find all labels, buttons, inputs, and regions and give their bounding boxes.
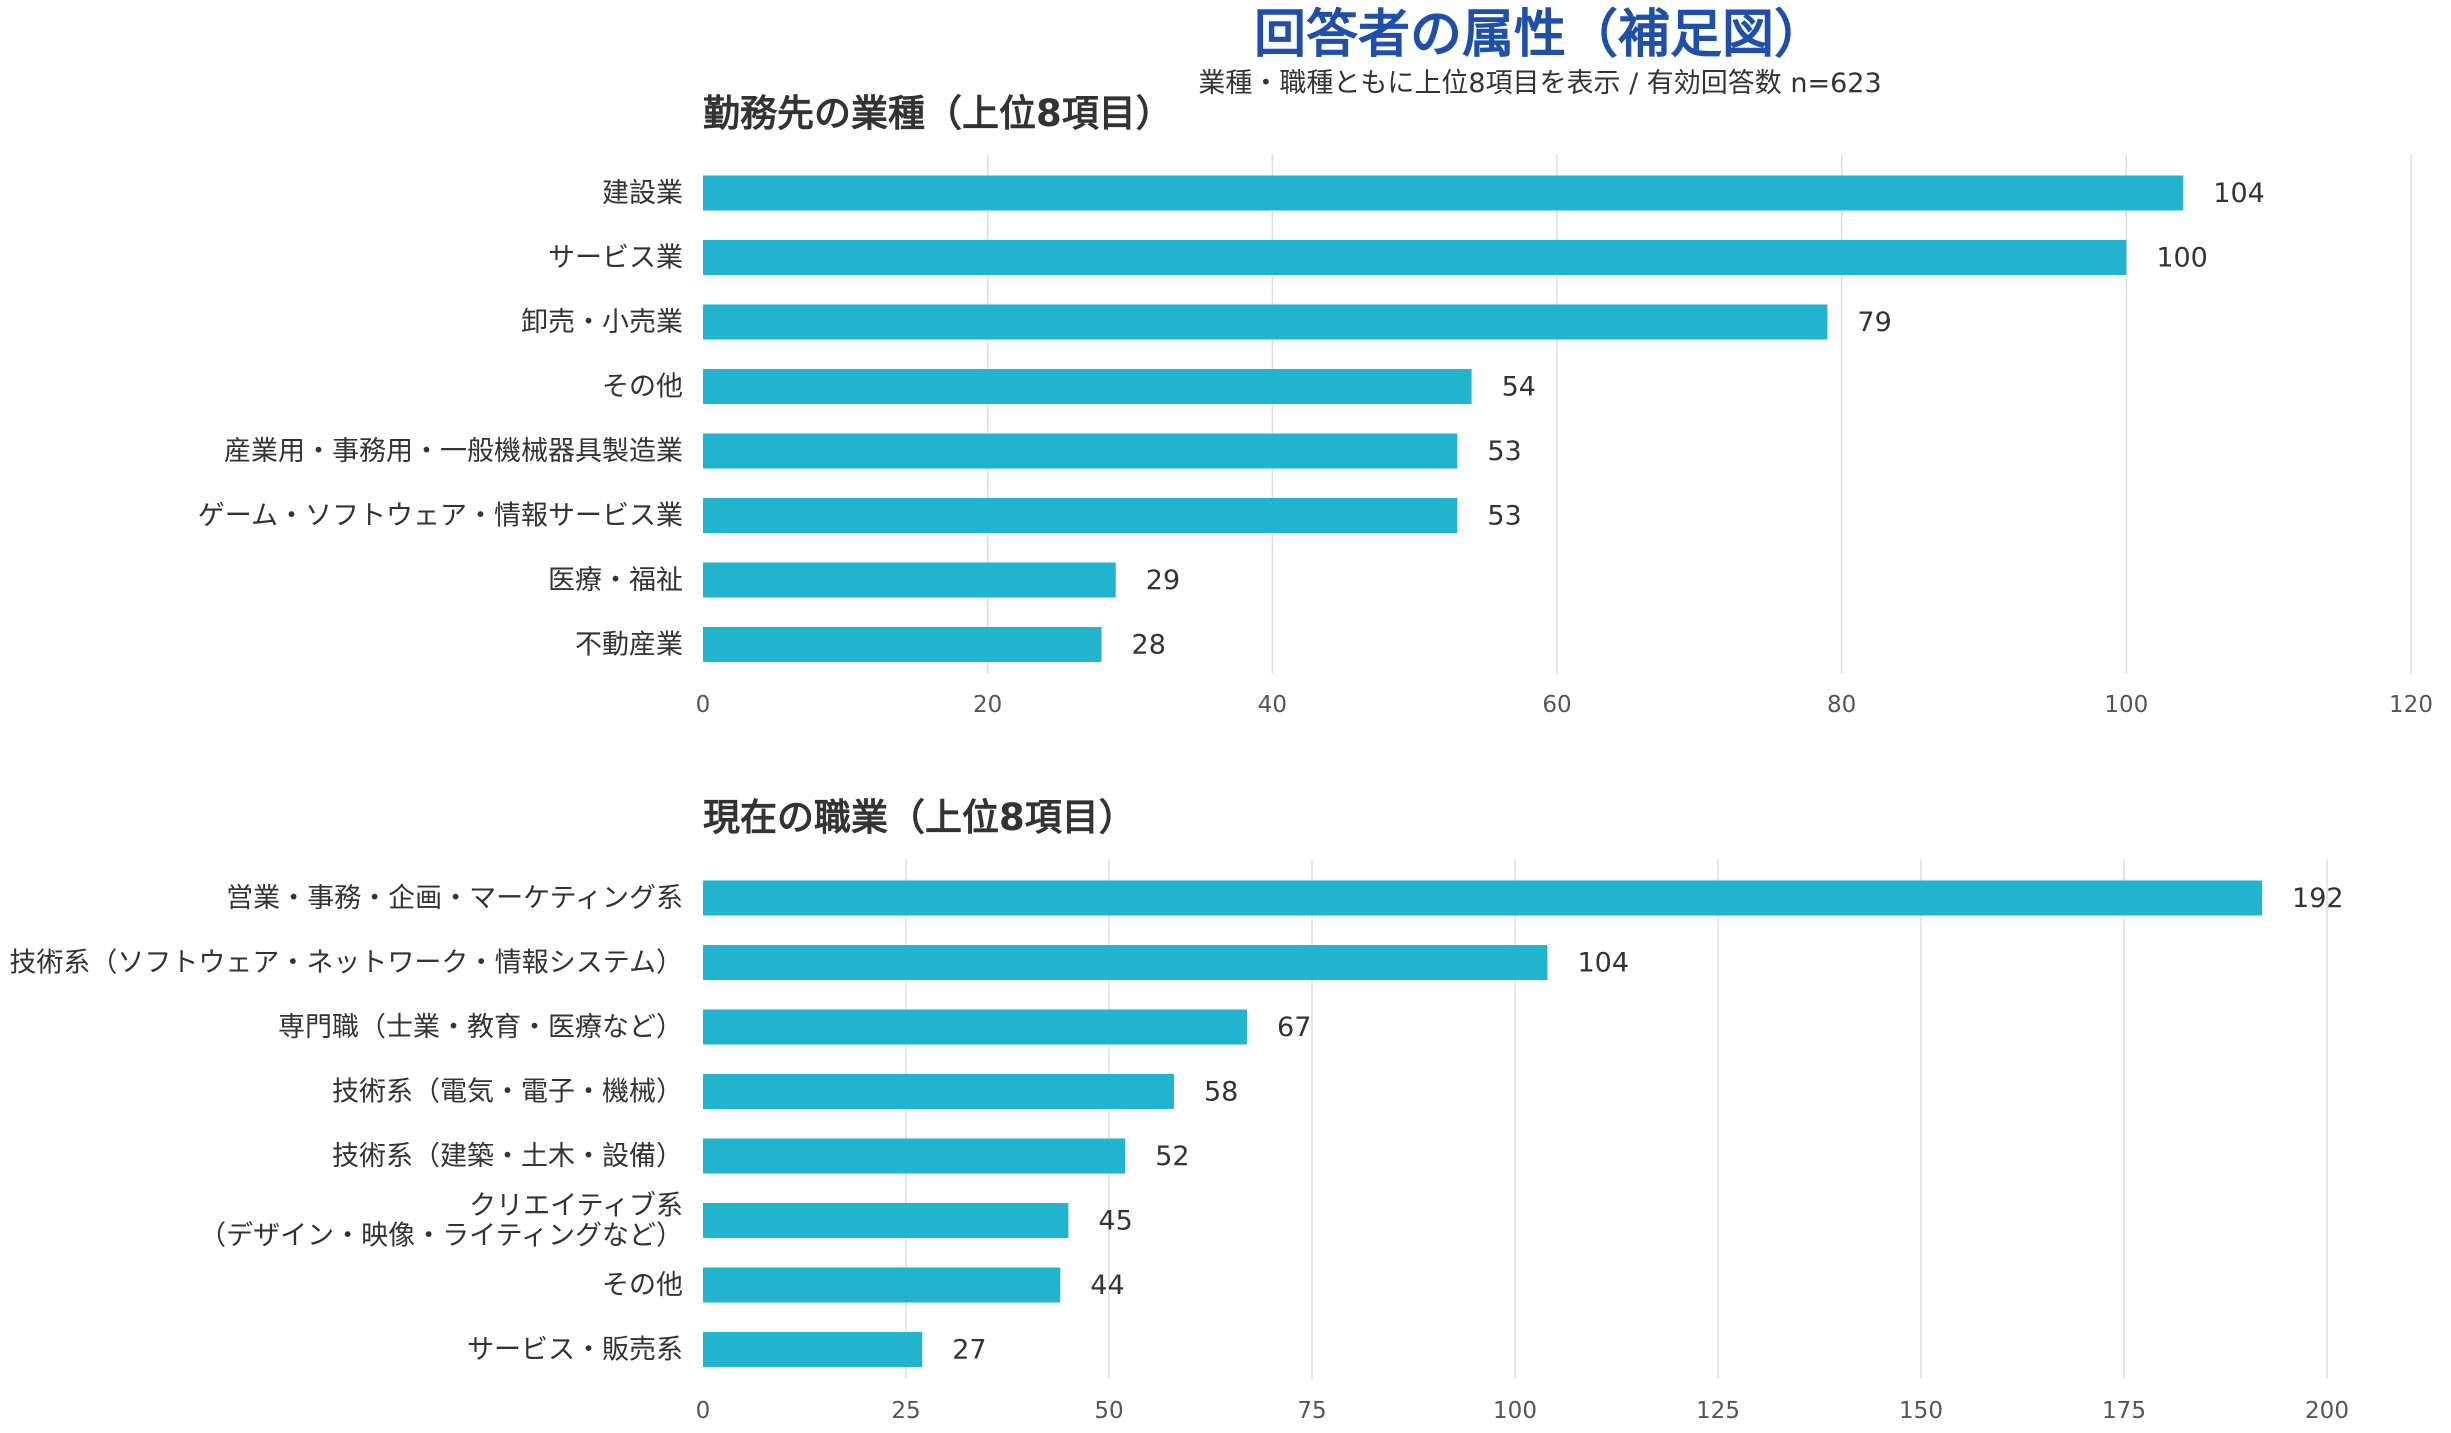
bar-4 <box>703 369 1472 404</box>
bar-value-label-5: 53 <box>1487 436 1521 467</box>
category-label-7: その他 <box>602 1270 683 1301</box>
x-tick-label-120: 120 <box>2389 692 2433 718</box>
bar-5 <box>703 433 1458 469</box>
category-label-line: その他 <box>602 1270 683 1301</box>
category-label-line: 技術系（電気・電子・機械） <box>332 1077 683 1108</box>
category-label-2: 技術系（ソフトウェア・ネットワーク・情報システム） <box>9 948 683 979</box>
x-tick-label-150: 150 <box>1899 1398 1943 1424</box>
bar-value-label-8: 27 <box>952 1335 986 1366</box>
bar-3 <box>703 1009 1248 1045</box>
bar-6 <box>703 498 1458 533</box>
x-tick-label-100: 100 <box>2104 692 2148 718</box>
panel-1-title: 勤務先の業種（上位8項目） <box>703 92 1173 135</box>
category-label-line: サービス・販売系 <box>467 1335 683 1366</box>
x-tick-label-0: 0 <box>696 1398 711 1424</box>
category-label-line: 技術系（ソフトウェア・ネットワーク・情報システム） <box>9 948 683 979</box>
bar-value-label-4: 58 <box>1204 1077 1238 1108</box>
bar-8 <box>703 1332 923 1367</box>
category-label-line: 卸売・小売業 <box>521 307 683 338</box>
chart-panels: 勤務先の業種（上位8項目） 0 20 40 60 80 100 120 104 建設業 100 サービ… <box>9 92 2433 1424</box>
x-tick-label-40: 40 <box>1258 692 1287 718</box>
x-tick-label-175: 175 <box>2102 1398 2146 1424</box>
category-label-3: 専門職（士業・教育・医療など） <box>278 1012 683 1043</box>
panel-1: 勤務先の業種（上位8項目） 0 20 40 60 80 100 120 104 建設業 100 サービ… <box>198 92 2433 718</box>
chart-main-title: 回答者の属性（補足図） <box>1254 5 1826 65</box>
category-label-line: （デザイン・映像・ライティングなど） <box>199 1221 683 1252</box>
bar-value-label-4: 54 <box>1502 372 1536 403</box>
category-label-6: ゲーム・ソフトウェア・情報サービス業 <box>198 501 683 532</box>
bar-value-label-1: 104 <box>2213 178 2265 209</box>
category-label-1: 建設業 <box>602 178 683 209</box>
chart-subtitle: 業種・職種ともに上位8項目を表示 / 有効回答数 n=623 <box>1198 68 1881 99</box>
category-label-3: 卸売・小売業 <box>521 307 683 338</box>
bar-value-label-3: 79 <box>1857 307 1891 338</box>
x-tick-label-125: 125 <box>1696 1398 1740 1424</box>
bar-value-label-7: 29 <box>1146 565 1180 596</box>
panel-2: 現在の職業（上位8項目） 0 25 50 75 100 125 150 175 200 192 営業・… <box>9 796 2349 1424</box>
bar-value-label-6: 45 <box>1098 1206 1132 1237</box>
category-label-4: その他 <box>602 372 683 403</box>
category-label-line: 医療・福祉 <box>548 565 683 596</box>
category-label-line: 専門職（士業・教育・医療など） <box>278 1012 683 1043</box>
x-tick-label-50: 50 <box>1094 1398 1123 1424</box>
x-tick-label-60: 60 <box>1542 692 1571 718</box>
x-tick-label-25: 25 <box>891 1398 920 1424</box>
category-label-line: 技術系（建築・土木・設備） <box>332 1141 683 1172</box>
x-tick-label-100: 100 <box>1493 1398 1537 1424</box>
category-label-4: 技術系（電気・電子・機械） <box>332 1077 683 1108</box>
category-label-7: 医療・福祉 <box>548 565 683 596</box>
category-label-line: その他 <box>602 372 683 403</box>
bar-6 <box>703 1203 1069 1238</box>
bar-2 <box>703 945 1548 980</box>
bar-value-label-5: 52 <box>1155 1141 1189 1172</box>
bar-4 <box>703 1074 1174 1109</box>
category-label-6: クリエイティブ系（デザイン・映像・ライティングなど） <box>199 1191 683 1252</box>
bar-value-label-2: 104 <box>1577 948 1629 979</box>
category-label-5: 産業用・事務用・一般機械器具製造業 <box>224 436 683 467</box>
bar-7 <box>703 1267 1061 1303</box>
category-label-line: クリエイティブ系 <box>469 1191 683 1222</box>
x-tick-label-0: 0 <box>696 692 711 718</box>
category-label-line: 不動産業 <box>575 630 683 661</box>
bar-3 <box>703 304 1828 340</box>
x-tick-label-200: 200 <box>2305 1398 2349 1424</box>
bar-value-label-1: 192 <box>2292 883 2344 914</box>
category-label-line: 営業・事務・企画・マーケティング系 <box>226 883 683 914</box>
panel-2-title: 現在の職業（上位8項目） <box>703 796 1136 839</box>
category-label-line: 建設業 <box>602 178 683 209</box>
category-label-1: 営業・事務・企画・マーケティング系 <box>226 883 683 914</box>
bar-value-label-7: 44 <box>1090 1270 1124 1301</box>
bar-value-label-3: 67 <box>1277 1012 1311 1043</box>
category-label-8: サービス・販売系 <box>467 1335 683 1366</box>
bar-value-label-6: 53 <box>1487 501 1521 532</box>
bar-value-label-2: 100 <box>2156 243 2208 274</box>
category-label-5: 技術系（建築・土木・設備） <box>332 1141 683 1172</box>
category-label-line: ゲーム・ソフトウェア・情報サービス業 <box>198 501 683 532</box>
category-label-8: 不動産業 <box>575 630 683 661</box>
x-tick-label-20: 20 <box>973 692 1002 718</box>
bar-1 <box>703 175 2184 211</box>
x-tick-label-75: 75 <box>1297 1398 1326 1424</box>
category-label-line: サービス業 <box>548 243 683 274</box>
x-tick-label-80: 80 <box>1827 692 1856 718</box>
category-label-2: サービス業 <box>548 243 683 274</box>
category-label-line: 産業用・事務用・一般機械器具製造業 <box>224 436 683 467</box>
bar-5 <box>703 1138 1126 1174</box>
bar-value-label-8: 28 <box>1132 630 1166 661</box>
bar-7 <box>703 562 1116 598</box>
bar-1 <box>703 880 2263 916</box>
bar-8 <box>703 627 1102 662</box>
bar-2 <box>703 240 2127 275</box>
